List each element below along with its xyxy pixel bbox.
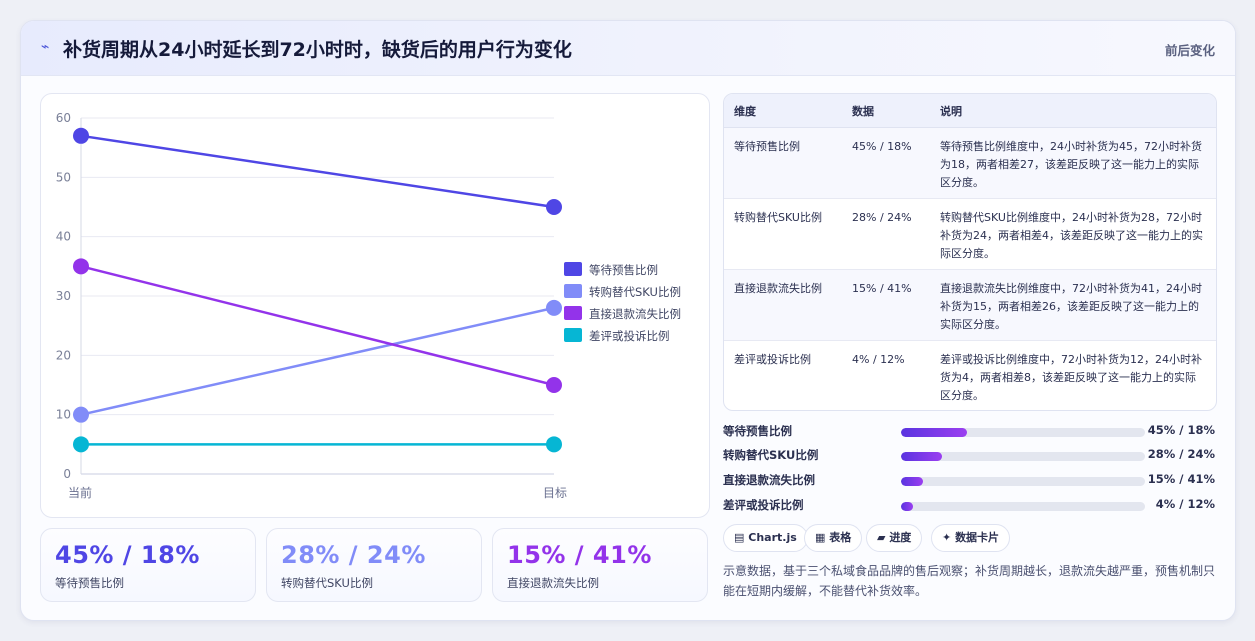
y-tick-label: 60 (56, 111, 71, 125)
cell-description: 等待预售比例维度中，24小时补货为45，72小时补货为18，两者相差27，该差距… (930, 127, 1216, 199)
progress-label: 直接退款流失比例 (723, 473, 815, 487)
table-row: 转购替代SKU比例 28% / 24% 转购替代SKU比例维度中，24小时补货为… (724, 198, 1216, 270)
main-card: ⌁ 补货周期从24小时延长到72小时时，缺货后的用户行为变化 前后变化 0 10 2… (20, 20, 1236, 621)
progress-label: 等待预售比例 (723, 424, 792, 438)
y-tick-label: 50 (56, 170, 71, 184)
table-header-row: 维度 数据 说明 (724, 94, 1216, 128)
progress-row: 差评或投诉比例 4% / 12% (723, 497, 1215, 513)
series-line (80, 134, 555, 209)
stat-card: 15% / 41% 直接退款流失比例 (492, 528, 708, 602)
stat-value: 15% / 41% (507, 541, 652, 569)
chip-table[interactable]: ▦ 表格 (804, 524, 863, 552)
table-row: 等待预售比例 45% / 18% 等待预售比例维度中，24小时补货为45，72小… (724, 127, 1216, 199)
cell-dimension: 差评或投诉比例 (734, 353, 811, 366)
progress-row: 直接退款流失比例 15% / 41% (723, 472, 1215, 488)
chip-data-card[interactable]: ✦ 数据卡片 (931, 524, 1011, 552)
stat-label: 转购替代SKU比例 (281, 576, 373, 590)
progress-track (901, 428, 1145, 437)
cell-dimension: 转购替代SKU比例 (724, 198, 842, 270)
legend-label: 差评或投诉比例 (589, 329, 670, 343)
y-tick-label: 0 (63, 467, 71, 481)
line-chart: 0 10 20 30 40 50 60 当前 目标 等待预售比例转购替代SKU比例直接退款流失比例… (56, 111, 681, 500)
progress-value: 15% / 41% (1147, 472, 1215, 486)
progress-fill (901, 452, 943, 461)
chip-label: 数据卡片 (955, 531, 1000, 544)
table-row: 差评或投诉比例 4% / 12% 差评或投诉比例维度中，72小时补货为12，24… (724, 341, 1216, 411)
data-point (546, 377, 562, 393)
progress-icon: ▰ (877, 531, 886, 544)
data-point (546, 199, 562, 215)
chart-icon: ▤ (734, 531, 745, 544)
progress-fill (901, 477, 923, 486)
footnote: 示意数据，基于三个私域食品品牌的售后观察；补货周期越长，退款流失越严重，预售机制… (723, 564, 1216, 598)
cell-description: 转购替代SKU比例维度中，24小时补货为28，72小时补货为24，两者相差4，该… (930, 198, 1216, 270)
stat-label: 等待预售比例 (55, 576, 124, 590)
stat-value: 45% / 18% (55, 541, 200, 569)
stat-card: 45% / 18% 等待预售比例 (40, 528, 256, 602)
legend-label: 等待预售比例 (589, 263, 658, 277)
data-point (73, 258, 89, 275)
cell-dimension: 直接退款流失比例 (724, 269, 842, 341)
cell-data: 45% / 18% (842, 127, 930, 199)
y-tick-label: 20 (56, 348, 71, 362)
legend-label: 直接退款流失比例 (589, 307, 681, 321)
data-table: 维度 数据 说明 等待预售比例 45% / 18% 等待预售比例维度中，24小时… (723, 93, 1217, 411)
data-point (546, 436, 562, 453)
column-header: 维度 (724, 94, 842, 128)
sparkle-icon: ✦ (942, 531, 952, 544)
y-tick-label: 40 (56, 230, 71, 244)
page-title: 补货周期从24小时延长到72小时时，缺货后的用户行为变化 (63, 39, 572, 61)
progress-fill (901, 428, 967, 437)
cell-data: 4% / 12% (852, 353, 905, 366)
chip-label: 表格 (829, 531, 852, 544)
trend-line-icon: ⌁ (41, 39, 50, 55)
series-line (80, 306, 555, 416)
stat-value: 28% / 24% (281, 541, 426, 569)
data-point (73, 127, 89, 144)
line-chart-panel: 0 10 20 30 40 50 60 当前 目标 等待预售比例转购替代SKU比例 直接退款流失比例… (40, 93, 710, 518)
legend-label: 转购替代SKU比例 (589, 285, 681, 299)
y-tick-label: 30 (56, 289, 71, 303)
data-point (73, 436, 89, 453)
progress-value: 45% / 18% (1147, 423, 1215, 437)
stat-card: 28% / 24% 转购替代SKU比例 (266, 528, 482, 602)
cell-data: 28% / 24% (842, 198, 930, 270)
progress-fill (901, 502, 914, 511)
legend-swatch (564, 262, 582, 276)
data-point (73, 406, 89, 423)
stat-label: 直接退款流失比例 (507, 576, 599, 590)
legend-swatch (564, 306, 582, 320)
progress-track (901, 452, 1145, 461)
table-icon: ▦ (815, 531, 826, 544)
column-header: 说明 (930, 94, 1216, 128)
table-row: 直接退款流失比例 15% / 41% 直接退款流失比例维度中，72小时补货为41… (724, 269, 1216, 341)
cell-description: 差评或投诉比例维度中，72小时补货为12，24小时补货为4，两者相差8，该差距反… (940, 353, 1202, 402)
column-header: 数据 (842, 94, 930, 128)
x-tick-label: 目标 (543, 486, 567, 500)
progress-track (901, 477, 1145, 486)
progress-label: 差评或投诉比例 (723, 498, 804, 512)
progress-row: 等待预售比例 45% / 18% (723, 423, 1215, 439)
legend-swatch (564, 328, 582, 342)
series-line (80, 265, 555, 387)
progress-row: 转购替代SKU比例 28% / 24% (723, 447, 1215, 463)
legend-swatch (564, 284, 582, 298)
comparison-label: 前后变化 (1164, 43, 1215, 58)
cell-data: 15% / 41% (842, 269, 930, 341)
cell-description: 直接退款流失比例维度中，72小时补货为41，24小时补货为15，两者相差26，该… (930, 269, 1216, 341)
chip-label: 进度 (889, 531, 912, 544)
chip-label: Chart.js (748, 531, 797, 544)
progress-track (901, 502, 1145, 511)
progress-label: 转购替代SKU比例 (723, 448, 819, 462)
x-tick-label: 当前 (68, 485, 92, 500)
y-tick-label: 10 (56, 408, 71, 422)
header-bar: ⌁ 补货周期从24小时延长到72小时时，缺货后的用户行为变化 前后变化 (21, 21, 1235, 76)
chip-chartjs[interactable]: ▤ Chart.js (723, 524, 808, 552)
chip-progress[interactable]: ▰ 进度 (866, 524, 923, 552)
data-point (546, 299, 562, 316)
progress-value: 28% / 24% (1147, 447, 1215, 461)
progress-value: 4% / 12% (1155, 497, 1215, 511)
cell-dimension: 等待预售比例 (724, 127, 842, 199)
